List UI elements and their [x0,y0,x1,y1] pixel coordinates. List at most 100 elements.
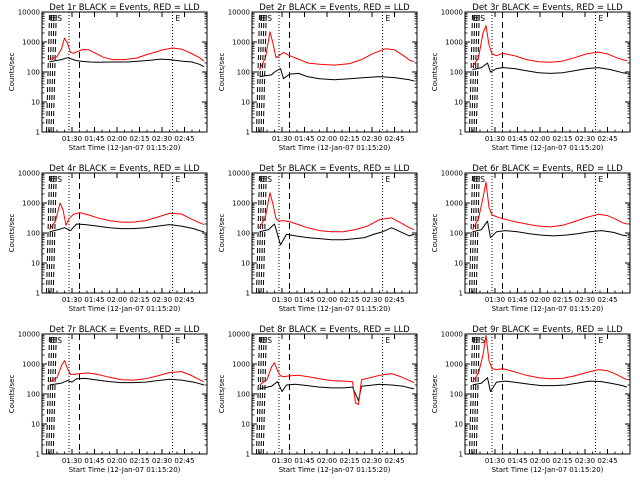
attenuator-dashed-marker [471,13,476,133]
y-tick-label: 1 [36,290,40,298]
x-tick-label: 02:30 [152,296,172,304]
x-axis-label: Start Time (12-Jan-07 01:15:20) [492,466,604,474]
attenuator-dashed-marker [260,174,265,294]
x-tick-label: 02:45 [597,135,617,143]
plot-frame [464,333,631,455]
attenuator-dashed-marker [262,13,267,133]
y-tick-label: 1 [459,129,463,137]
y-tick-label: 10 [241,99,250,107]
attenuator-dashed-marker [52,13,57,133]
plot-frame [41,172,208,294]
flag-label: E [176,336,181,345]
flag-label: ES [53,336,63,345]
x-axis-label: Start Time (12-Jan-07 01:15:20) [279,305,391,313]
flag-label: ES [263,175,273,184]
x-tick-label: 02:45 [174,135,194,143]
attenuator-dashed-marker [262,335,267,455]
x-tick-label: 02:30 [362,296,382,304]
y-tick-label: 10 [31,421,40,429]
attenuator-dashed-marker [473,174,478,294]
events-series-line [49,377,205,386]
y-tick-label: 1 [246,290,250,298]
lld-series-line [472,334,628,383]
events-series-line [472,220,628,239]
x-tick-label: 01:45 [84,296,104,304]
x-tick-label: 01:45 [84,135,104,143]
flag-label: E [473,14,478,23]
flag-label: E [176,14,181,23]
chart-panel-6: Det 6r BLACK = Events, RED = LLD 1 10 100 10… [431,164,631,313]
events-series-line [49,57,205,68]
chart-title: Det 6r BLACK = Events, RED = LLD [472,164,623,174]
x-axis-label: Start Time (12-Jan-07 01:15:20) [69,466,181,474]
y-tick-label: 10 [31,260,40,268]
attenuator-dashed-marker [469,335,473,455]
y-tick-label: 100 [27,230,40,238]
y-tick-label: 10000 [18,331,40,339]
y-axis-label: Counts/sec [218,375,226,414]
lld-series-line [49,360,205,383]
x-axis-label: Start Time (12-Jan-07 01:15:20) [492,144,604,152]
x-tick-label: 02:45 [174,457,194,465]
x-tick-label: 02:45 [174,296,194,304]
y-tick-label: 10 [241,260,250,268]
x-tick-label: 02:45 [597,296,617,304]
flag-label: ES [53,175,63,184]
y-tick-label: 100 [450,230,463,238]
y-tick-label: 100 [450,391,463,399]
attenuator-dashed-marker [471,335,476,455]
lld-series-line [49,37,205,62]
y-tick-label: 1 [246,451,250,459]
attenuator-dashed-marker [473,13,478,133]
plot-frame [464,11,631,133]
x-tick-label: 02:15 [129,457,149,465]
y-axis-label: Counts/sec [218,214,226,253]
attenuator-dashed-marker [260,13,265,133]
x-tick-label: 02:15 [339,135,359,143]
y-tick-label: 1 [36,129,40,137]
x-tick-label: 02:00 [107,135,127,143]
y-tick-label: 1000 [232,200,250,208]
y-tick-label: 1000 [445,361,463,369]
x-tick-label: 01:45 [507,296,527,304]
y-tick-label: 100 [27,391,40,399]
plot-frame [251,333,418,455]
x-axis-label: Start Time (12-Jan-07 01:15:20) [279,466,391,474]
attenuator-dashed-marker [475,335,480,455]
y-axis-label: Counts/sec [8,53,16,92]
attenuator-dashed-marker [473,335,478,455]
flag-label: ES [263,336,273,345]
x-tick-label: 02:30 [362,457,382,465]
lld-series-line [259,192,415,233]
flag-label: E [50,336,55,345]
y-tick-label: 10000 [228,331,250,339]
x-tick-label: 01:30 [272,135,292,143]
plot-frame [41,11,208,133]
y-tick-label: 1 [459,290,463,298]
x-tick-label: 02:30 [152,135,172,143]
y-tick-label: 10 [454,421,463,429]
chart-panel-8: Det 8r BLACK = Events, RED = LLD 1 10 100 10… [218,325,418,474]
y-tick-label: 10000 [18,9,40,17]
chart-title: Det 9r BLACK = Events, RED = LLD [472,325,623,335]
flag-label: ES [476,336,486,345]
flag-label: E [386,175,391,184]
attenuator-dashed-marker [48,335,53,455]
x-tick-label: 02:00 [317,296,337,304]
flag-label: E [50,175,55,184]
flag-label: E [386,14,391,23]
chart-title: Det 3r BLACK = Events, RED = LLD [472,3,623,13]
y-tick-label: 1000 [22,39,40,47]
y-tick-label: 1000 [232,361,250,369]
x-tick-label: 01:45 [84,457,104,465]
flag-label: ES [476,175,486,184]
attenuator-dashed-marker [469,174,473,294]
events-series-line [49,223,205,233]
flag-label: ES [263,14,273,23]
x-tick-label: 01:45 [294,296,314,304]
x-tick-label: 01:30 [62,296,82,304]
attenuator-dashed-marker [260,335,265,455]
y-tick-label: 1 [36,451,40,459]
y-axis-label: Counts/sec [218,53,226,92]
